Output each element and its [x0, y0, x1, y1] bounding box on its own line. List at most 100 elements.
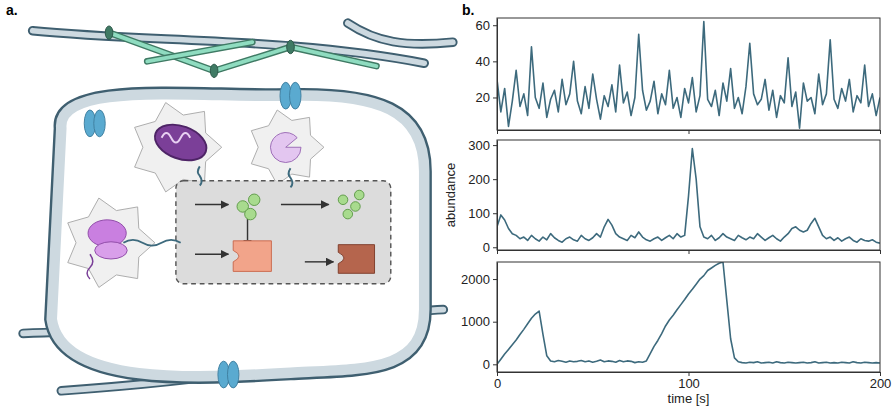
series-line: [497, 22, 880, 129]
y-tick-mark: [493, 247, 497, 248]
x-tick-mark: [880, 250, 881, 254]
y-tick: 200: [468, 172, 497, 187]
x-tick: 0: [494, 372, 501, 391]
reaction-box: [176, 181, 391, 284]
y-axis-line: [497, 141, 498, 251]
y-tick-label: 1000: [461, 314, 490, 329]
plot-area: [497, 262, 880, 364]
y-tick: 2000: [461, 272, 497, 287]
fibre-link: [291, 47, 377, 66]
y-tick-label: 0: [483, 357, 490, 372]
product: [351, 202, 361, 212]
y-tick: 60: [476, 18, 497, 33]
series-line: [497, 262, 880, 364]
channel-half: [290, 82, 301, 109]
mitochondrion: [150, 118, 211, 167]
plot-frame: [497, 18, 880, 130]
y-tick: 20: [476, 90, 497, 105]
y-axis: 0 1000 2000: [461, 263, 497, 373]
y-axis-title: abundance: [443, 163, 458, 227]
y-tick-mark: [493, 364, 497, 365]
panel-label: a.: [6, 2, 18, 18]
plot-frame: [497, 140, 880, 250]
y-tick: 100: [468, 206, 497, 221]
fibre-outline: [348, 23, 453, 44]
signal-3: [123, 240, 180, 246]
panel-label: b.: [462, 2, 474, 18]
x-tick: [497, 130, 498, 134]
y-tick-mark: [493, 145, 497, 146]
channel-half: [94, 110, 105, 137]
metabolite: [245, 208, 256, 219]
plot-area: [497, 22, 880, 129]
mitochondrion-cristae: [162, 133, 191, 143]
channel-half: [227, 361, 238, 388]
y-tick-mark: [493, 322, 497, 323]
fibre-node: [287, 40, 295, 53]
fibre-link-inner: [214, 47, 290, 71]
x-tick-label: 0: [494, 376, 501, 391]
y-tick-mark: [493, 213, 497, 214]
x-tick-mark: [689, 130, 690, 134]
x-axis-title: time [s]: [668, 391, 710, 406]
enzyme: [270, 133, 301, 163]
y-tick-label: 40: [476, 54, 490, 69]
fibre-link-inner: [291, 47, 377, 66]
series-line: [497, 149, 880, 244]
channel: [280, 82, 301, 109]
x-tick: [689, 250, 690, 254]
cell-diagram: [23, 23, 453, 391]
y-tick-mark: [493, 97, 497, 98]
y-tick: 1000: [461, 314, 497, 329]
modified-protein: [338, 245, 374, 274]
x-tick: 200: [870, 372, 892, 391]
fibre-link: [147, 42, 252, 61]
plot-frame: [497, 262, 880, 372]
product: [354, 190, 364, 200]
y-tick-label: 2000: [461, 272, 490, 287]
product: [338, 195, 348, 205]
y-tick-mark: [493, 179, 497, 180]
membrane: [52, 94, 424, 376]
signal-2: [289, 168, 293, 187]
y-axis-line: [497, 19, 498, 131]
x-tick-mark: [880, 130, 881, 134]
membrane-outline: [52, 94, 424, 376]
x-tick-mark: [497, 130, 498, 134]
fibre-link-inner: [147, 42, 252, 61]
metabolite: [248, 194, 259, 205]
line-chart: 20 40 60: [476, 18, 881, 134]
product: [343, 209, 353, 219]
signal-1: [198, 166, 202, 185]
y-tick-label: 300: [468, 138, 490, 153]
ribosome-small: [95, 242, 127, 259]
y-tick: 40: [476, 54, 497, 69]
compartment: [135, 103, 222, 192]
reaction-arrow: [195, 253, 228, 254]
y-tick: 0: [483, 240, 497, 255]
channel: [84, 110, 105, 137]
fibre-node: [210, 64, 218, 77]
y-tick-label: 20: [476, 90, 490, 105]
x-tick-label: 200: [870, 376, 892, 391]
protein: [233, 241, 271, 272]
y-tick: 300: [468, 138, 497, 153]
reaction-arrow: [281, 204, 329, 205]
fibre: [348, 23, 453, 44]
fibre-link: [214, 47, 290, 71]
reaction-arrow: [305, 261, 334, 262]
x-tick: [497, 250, 498, 254]
x-tick: [689, 130, 690, 134]
figure: a.b.2040600100200300abundance01002000100…: [0, 0, 896, 412]
x-tick: [880, 130, 881, 134]
x-axis: [498, 130, 881, 134]
y-tick: 0: [483, 357, 497, 372]
y-axis: 0 100 200 300: [468, 138, 497, 255]
y-tick-label: 200: [468, 172, 490, 187]
x-tick-mark: [689, 250, 690, 254]
fibre-node: [105, 26, 113, 39]
y-tick-label: 100: [468, 206, 490, 221]
y-axis: 20 40 60: [476, 18, 498, 131]
y-axis-line: [497, 263, 498, 373]
x-axis: 0100200: [494, 372, 891, 391]
